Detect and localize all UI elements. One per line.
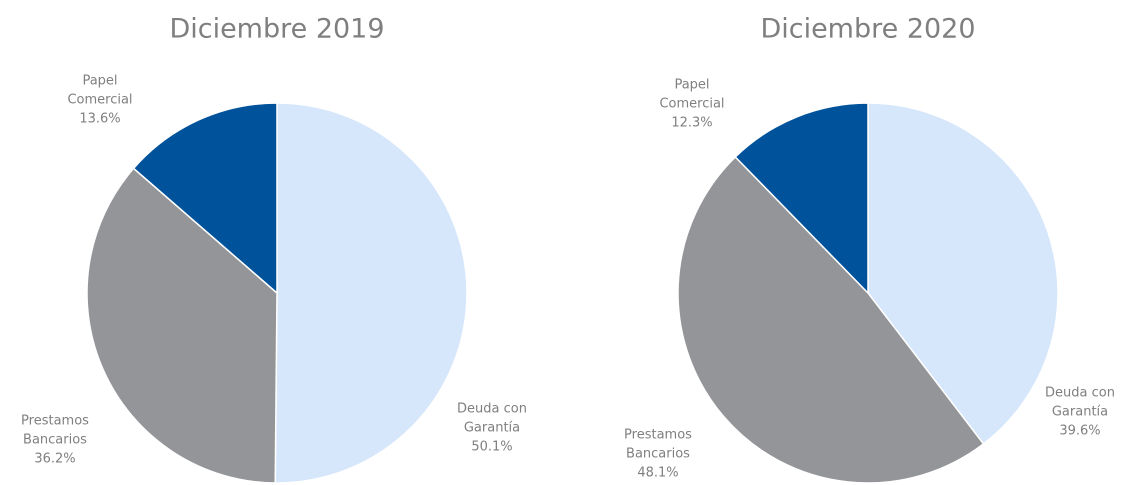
value-label: 48.1% [637, 465, 679, 481]
category-label: Prestamos Bancarios [624, 427, 692, 462]
slice-label: Deuda con Garantía 50.1% [450, 400, 534, 457]
value-label: 36.2% [34, 451, 76, 467]
category-label: Deuda con Garantía [1045, 385, 1115, 420]
category-label: Prestamos Bancarios [21, 413, 89, 448]
category-label: Papel Comercial [659, 77, 725, 112]
pie-slice [132, 102, 278, 295]
pie-slice [734, 102, 869, 295]
value-label: 39.6% [1059, 423, 1101, 439]
category-label: Papel Comercial [67, 73, 133, 108]
value-label: 13.6% [79, 111, 121, 127]
value-label: 50.1% [471, 439, 513, 455]
slice-label: Papel Comercial 13.6% [58, 72, 142, 129]
pie-slice [677, 155, 985, 484]
chart-title: Diciembre 2020 [760, 14, 975, 45]
pie-slice [86, 167, 278, 484]
slice-label: Deuda con Garantía 39.6% [1038, 384, 1122, 441]
chart-title: Diciembre 2019 [169, 14, 384, 45]
slice-label: Prestamos Bancarios 36.2% [13, 412, 97, 469]
slice-label: Prestamos Bancarios 48.1% [616, 426, 700, 483]
slice-label: Papel Comercial 12.3% [650, 76, 734, 133]
pie-slice [274, 102, 468, 484]
value-label: 12.3% [671, 115, 713, 131]
category-label: Deuda con Garantía [457, 401, 527, 436]
pie-slice [867, 102, 1059, 445]
